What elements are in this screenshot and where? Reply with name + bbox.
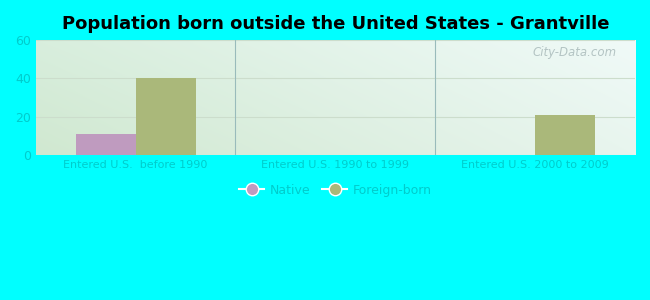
- Bar: [136, 78, 196, 155]
- Bar: [535, 115, 595, 155]
- Title: Population born outside the United States - Grantville: Population born outside the United State…: [62, 15, 609, 33]
- Legend: Native, Foreign-born: Native, Foreign-born: [234, 178, 436, 202]
- Text: City-Data.com: City-Data.com: [533, 46, 617, 59]
- Bar: [75, 134, 136, 155]
